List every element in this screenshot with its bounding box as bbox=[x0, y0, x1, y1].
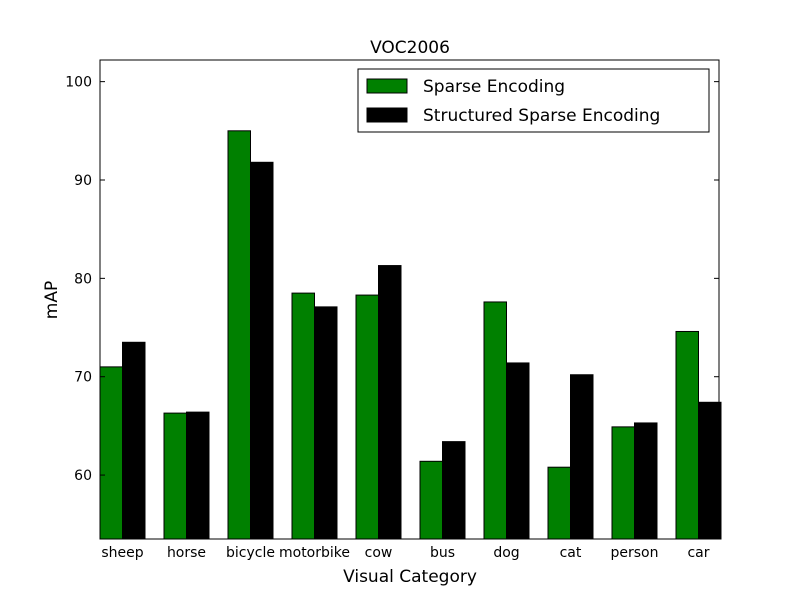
x-tick-label-motorbike: motorbike bbox=[279, 545, 350, 561]
bar-structured-sparse-encoding-bicycle bbox=[250, 161, 274, 540]
x-tick-label-bicycle: bicycle bbox=[226, 545, 275, 561]
bar-sparse-encoding-bus bbox=[419, 460, 443, 540]
legend-swatch-structured-sparse-encoding bbox=[366, 107, 408, 123]
bar-structured-sparse-encoding-cow bbox=[378, 265, 402, 540]
bar-sparse-encoding-motorbike bbox=[291, 292, 315, 540]
bar-structured-sparse-encoding-cat bbox=[570, 374, 594, 540]
bar-structured-sparse-encoding-bus bbox=[442, 441, 466, 540]
x-tick-label-cat: cat bbox=[560, 545, 582, 561]
x-axis-label: Visual Category bbox=[343, 567, 477, 587]
legend-frame bbox=[357, 68, 710, 133]
x-tick-label-cow: cow bbox=[365, 545, 393, 561]
y-axis: 60 70 80 90 100 bbox=[65, 75, 719, 484]
plot-frame bbox=[99, 59, 720, 540]
y-tick-label-100: 100 bbox=[65, 75, 92, 91]
legend-label-sparse-encoding: Sparse Encoding bbox=[423, 77, 565, 97]
y-axis-label: mAP bbox=[42, 281, 62, 319]
bar-structured-sparse-encoding-car bbox=[698, 401, 722, 540]
bar-sparse-encoding-cow bbox=[355, 294, 379, 540]
legend-label-structured-sparse-encoding: Structured Sparse Encoding bbox=[423, 106, 660, 126]
bar-structured-sparse-encoding-horse bbox=[186, 411, 210, 540]
bar-structured-sparse-encoding-dog bbox=[506, 362, 530, 540]
x-tick-label-dog: dog bbox=[493, 545, 519, 561]
x-tick-label-bus: bus bbox=[430, 545, 455, 561]
bar-sparse-encoding-bicycle bbox=[227, 130, 251, 540]
x-tick-label-horse: horse bbox=[167, 545, 206, 561]
legend: Sparse Encoding Structured Sparse Encodi… bbox=[357, 68, 710, 133]
bar-sparse-encoding-dog bbox=[483, 301, 507, 540]
bar-structured-sparse-encoding-motorbike bbox=[314, 306, 338, 540]
y-tick-label-90: 90 bbox=[74, 173, 92, 189]
y-tick-label-60: 60 bbox=[74, 468, 92, 484]
y-tick-label-70: 70 bbox=[74, 370, 92, 386]
x-axis: sheep horse bicycle motorbike cow bus dog cat pe… bbox=[101, 545, 709, 561]
bar-sparse-encoding-cat bbox=[547, 466, 571, 540]
y-tick-label-80: 80 bbox=[74, 271, 92, 287]
bar-sparse-encoding-horse bbox=[163, 412, 187, 540]
bar-sparse-encoding-car bbox=[675, 330, 699, 540]
legend-swatch-sparse-encoding bbox=[366, 78, 408, 94]
bar-sparse-encoding-person bbox=[611, 426, 635, 540]
bar-sparse-encoding-sheep bbox=[99, 366, 123, 540]
bar-structured-sparse-encoding-sheep bbox=[122, 341, 146, 540]
x-tick-label-car: car bbox=[687, 545, 709, 561]
x-tick-label-person: person bbox=[611, 545, 659, 561]
chart-title: VOC2006 bbox=[370, 38, 450, 58]
bars-layer bbox=[99, 130, 722, 540]
bar-structured-sparse-encoding-person bbox=[634, 422, 658, 540]
x-tick-label-sheep: sheep bbox=[101, 545, 143, 561]
